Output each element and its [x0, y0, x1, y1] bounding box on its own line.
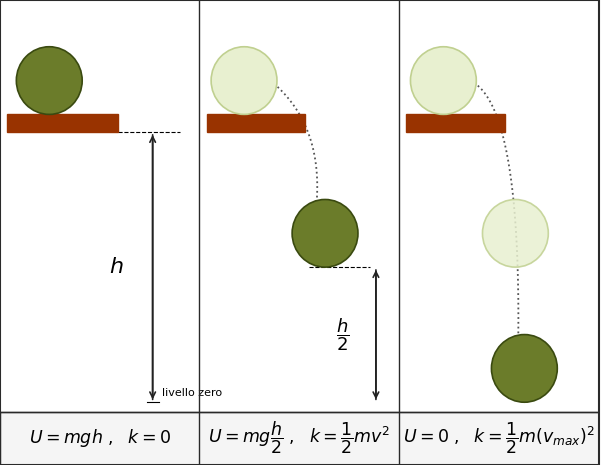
Text: $\dfrac{h}{2}$: $\dfrac{h}{2}$ [336, 316, 350, 353]
Text: $U = 0 \ , \ \ k = \dfrac{1}{2}m(v_{max})^2$: $U = 0 \ , \ \ k = \dfrac{1}{2}m(v_{max}… [403, 420, 595, 456]
Ellipse shape [483, 199, 549, 267]
Ellipse shape [17, 47, 82, 114]
Text: $U = mgh \ , \ \ k = 0$: $U = mgh \ , \ \ k = 0$ [29, 427, 171, 449]
Text: $h$: $h$ [109, 257, 124, 277]
Bar [207, 114, 305, 132]
Ellipse shape [410, 47, 476, 114]
Ellipse shape [211, 47, 277, 114]
Bar [406, 114, 505, 132]
Ellipse shape [292, 199, 358, 267]
Text: livello zero: livello zero [162, 387, 222, 398]
Bar [7, 114, 118, 132]
Ellipse shape [491, 335, 557, 402]
Bar [0, 412, 598, 465]
Text: $U = mg\dfrac{h}{2} \ , \ \ k = \dfrac{1}{2}mv^2$: $U = mg\dfrac{h}{2} \ , \ \ k = \dfrac{1… [208, 420, 390, 457]
